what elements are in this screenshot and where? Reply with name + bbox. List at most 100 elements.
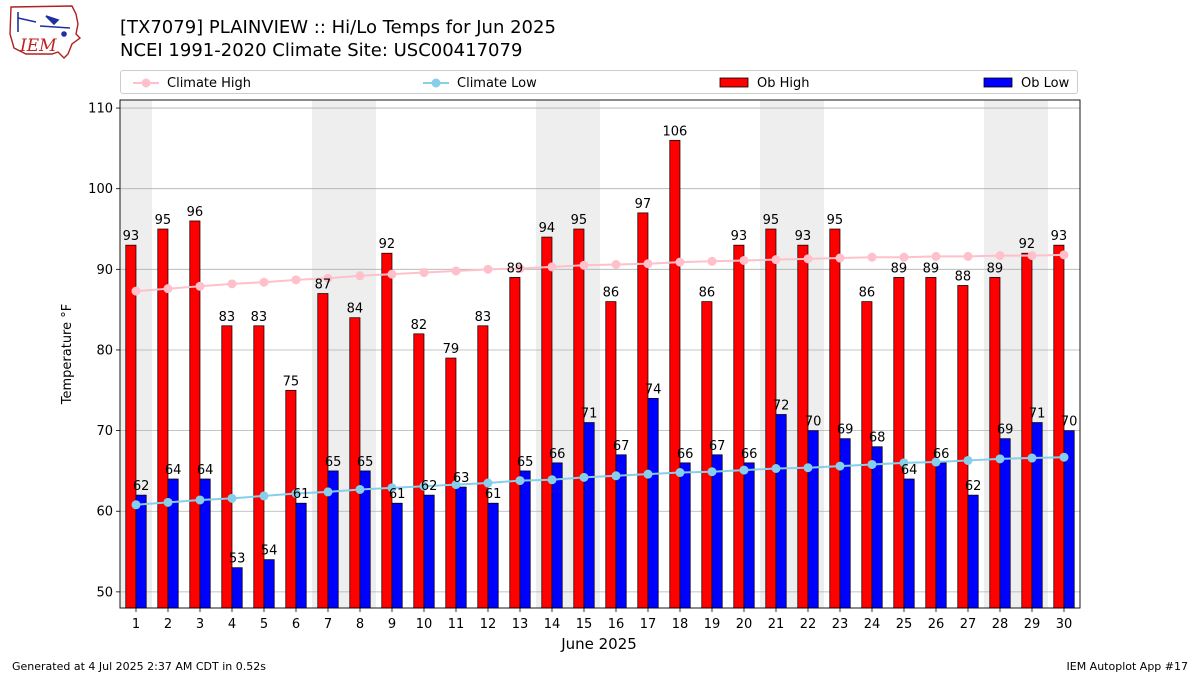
xtick-label-15: 15	[576, 617, 593, 632]
label-ob-low-20: 66	[741, 447, 758, 462]
climate-lines	[131, 250, 1069, 510]
legend-ob-low-swatch	[983, 77, 1013, 88]
xtick-label-27: 27	[960, 617, 977, 632]
label-ob-low-25: 64	[901, 463, 918, 478]
climate-low-point-8	[355, 484, 365, 494]
bar-ob-low-14	[551, 462, 563, 609]
legend-climate-high-label: Climate High	[167, 75, 252, 91]
bar-ob-high-5	[253, 325, 265, 609]
climate-high-point-11	[451, 266, 461, 276]
bar-ob-low-4	[231, 567, 243, 609]
climate-high-point-9	[387, 269, 397, 279]
xtick-label-26: 26	[928, 617, 945, 632]
bar-ob-low-23	[839, 438, 851, 609]
legend-ob-high: Ob High	[719, 74, 810, 92]
bar-ob-high-13	[509, 277, 521, 609]
label-ob-high-1: 93	[123, 229, 140, 244]
bar-ob-low-17	[647, 397, 659, 609]
climate-high-point-19	[707, 256, 717, 266]
xtick-label-13: 13	[512, 617, 529, 632]
xtick-label-22: 22	[800, 617, 817, 632]
footer-generated: Generated at 4 Jul 2025 2:37 AM CDT in 0…	[12, 660, 266, 673]
climate-low-point-3	[195, 495, 205, 505]
bar-ob-low-5	[263, 559, 275, 609]
label-ob-low-30: 70	[1061, 415, 1078, 430]
bar-ob-low-24	[871, 446, 883, 609]
xtick-label-12: 12	[480, 617, 497, 632]
chart-legend: Climate High Climate Low Ob High Ob Low	[120, 70, 1078, 94]
xtick-label-23: 23	[832, 617, 849, 632]
legend-ob-high-swatch	[719, 77, 749, 88]
xtick-label-10: 10	[416, 617, 433, 632]
climate-low-point-13	[515, 476, 525, 486]
bar-ob-low-1	[135, 494, 147, 609]
label-ob-high-29: 92	[1019, 237, 1036, 252]
bar-ob-low-7	[327, 470, 339, 609]
climate-high-point-7	[323, 273, 333, 283]
weekend-shade-8	[344, 100, 376, 608]
xtick-label-14: 14	[544, 617, 561, 632]
climate-high-point-2	[163, 284, 173, 294]
label-ob-low-10: 62	[421, 479, 438, 494]
x-axis-label: June 2025	[560, 635, 637, 653]
climate-high-point-8	[355, 271, 365, 281]
climate-high-point-15	[579, 260, 589, 270]
xtick-label-3: 3	[196, 617, 204, 632]
label-ob-low-23: 69	[837, 423, 854, 438]
climate-low-point-22	[803, 463, 813, 473]
xtick-label-1: 1	[132, 617, 140, 632]
legend-climate-low-swatch	[423, 78, 449, 88]
label-ob-low-9: 61	[389, 487, 406, 502]
label-ob-high-18: 106	[662, 124, 687, 139]
bar-ob-high-12	[477, 325, 489, 609]
bar-ob-high-19	[701, 301, 713, 609]
bar-ob-high-6	[285, 389, 297, 609]
xtick-label-6: 6	[292, 617, 300, 632]
label-ob-high-27: 88	[955, 269, 972, 284]
bar-ob-high-16	[605, 301, 617, 609]
climate-high-point-30	[1059, 250, 1069, 260]
label-ob-low-26: 66	[933, 447, 950, 462]
xtick-label-17: 17	[640, 617, 657, 632]
label-ob-low-5: 54	[261, 544, 278, 559]
bar-ob-low-18	[679, 462, 691, 609]
climate-high-point-17	[643, 259, 653, 269]
bar-ob-high-10	[413, 333, 425, 609]
climate-low-point-19	[707, 467, 717, 477]
xtick-label-8: 8	[356, 617, 364, 632]
climate-low-point-29	[1027, 453, 1037, 463]
xtick-label-28: 28	[992, 617, 1009, 632]
climate-low-point-16	[611, 471, 621, 481]
climate-low-point-4	[227, 493, 237, 503]
climate-high-point-4	[227, 279, 237, 289]
label-ob-low-8: 65	[357, 455, 374, 470]
label-ob-high-7: 87	[315, 278, 332, 293]
weekend-shade-29	[1016, 100, 1048, 608]
climate-low-point-20	[739, 465, 749, 475]
legend-climate-high-swatch	[133, 78, 159, 88]
climate-low-point-5	[259, 491, 269, 501]
bar-ob-low-25	[903, 478, 915, 609]
ytick-label-110: 110	[88, 102, 113, 117]
footer-app: IEM Autoplot App #17	[1066, 660, 1189, 673]
bar-ob-low-13	[519, 470, 531, 609]
label-ob-low-27: 62	[965, 479, 982, 494]
bar-ob-high-26	[925, 277, 937, 609]
climate-low-point-9	[387, 483, 397, 493]
bar-ob-high-15	[573, 228, 585, 609]
climate-high-point-18	[675, 257, 685, 267]
climate-high-point-25	[899, 252, 909, 262]
climate-low-point-21	[771, 464, 781, 474]
xtick-label-19: 19	[704, 617, 721, 632]
gridlines	[120, 107, 1080, 593]
bar-ob-high-14	[541, 236, 553, 609]
label-ob-high-22: 93	[795, 229, 812, 244]
label-ob-low-22: 70	[805, 415, 822, 430]
bar-ob-high-21	[765, 228, 777, 609]
label-ob-low-6: 61	[293, 487, 310, 502]
climate-low-point-23	[835, 461, 845, 471]
label-ob-low-14: 66	[549, 447, 566, 462]
label-ob-high-9: 92	[379, 237, 396, 252]
bar-ob-high-22	[797, 244, 809, 609]
label-ob-low-3: 64	[197, 463, 214, 478]
